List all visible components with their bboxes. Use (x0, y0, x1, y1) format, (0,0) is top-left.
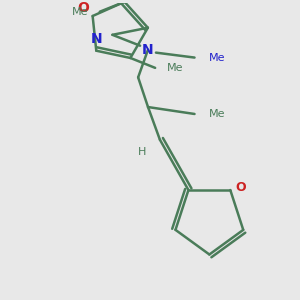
Text: O: O (235, 181, 245, 194)
Text: N: N (91, 32, 102, 46)
Text: O: O (77, 1, 89, 15)
Text: Me: Me (71, 7, 88, 17)
Text: Me: Me (209, 52, 226, 63)
Text: Me: Me (208, 109, 225, 119)
Text: N: N (142, 43, 154, 57)
Text: Me: Me (167, 63, 184, 73)
Text: H: H (138, 147, 146, 157)
